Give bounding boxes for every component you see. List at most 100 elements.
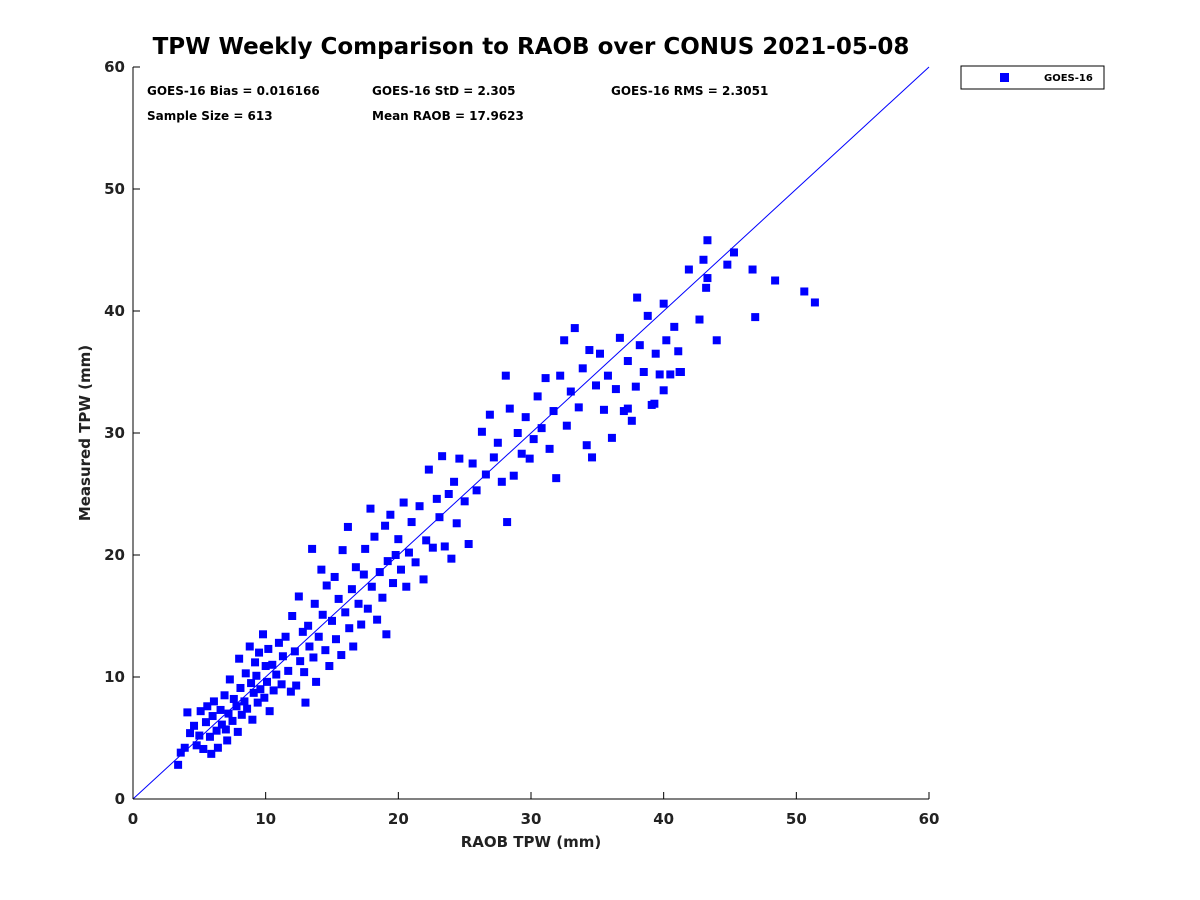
legend-box	[960, 65, 1105, 90]
data-point	[659, 299, 668, 308]
data-point	[174, 760, 183, 769]
data-point	[751, 313, 760, 322]
x-tick-label: 60	[919, 810, 940, 828]
data-point	[468, 459, 477, 468]
data-point	[505, 404, 514, 413]
data-point	[407, 518, 416, 527]
data-point	[748, 265, 757, 274]
data-point	[325, 662, 334, 671]
data-point	[252, 671, 261, 680]
data-point	[256, 685, 265, 694]
data-point	[304, 621, 313, 630]
data-point	[224, 709, 233, 718]
stat-rms: GOES-16 RMS = 2.3051	[611, 84, 768, 98]
data-point	[422, 536, 431, 545]
data-point	[666, 370, 675, 379]
data-point	[570, 324, 579, 333]
data-point	[292, 681, 301, 690]
data-point	[290, 647, 299, 656]
data-point	[615, 333, 624, 342]
one-to-one-line	[132, 66, 930, 800]
data-point	[317, 565, 326, 574]
data-point	[249, 688, 258, 697]
data-point	[265, 707, 274, 716]
data-point	[328, 616, 336, 625]
x-tick-label: 30	[521, 810, 542, 828]
data-point	[216, 705, 225, 714]
data-point	[582, 441, 591, 450]
data-point	[288, 612, 297, 620]
data-point	[391, 551, 400, 559]
data-point	[729, 248, 738, 257]
stat-sample-size: Sample Size = 613	[147, 109, 273, 123]
data-point	[635, 341, 644, 350]
data-point	[281, 632, 290, 641]
data-point	[195, 731, 204, 740]
data-point	[359, 570, 368, 579]
y-tick-label: 40	[104, 302, 125, 320]
data-point	[228, 716, 237, 725]
data-point	[633, 293, 642, 302]
data-point	[361, 544, 370, 553]
data-point	[235, 654, 244, 663]
data-point	[497, 477, 506, 486]
data-point	[221, 725, 230, 734]
data-point	[207, 749, 216, 758]
data-point	[322, 581, 331, 590]
data-point	[338, 546, 347, 555]
data-point	[213, 743, 222, 752]
data-point	[595, 349, 604, 358]
data-point	[712, 336, 721, 345]
data-point	[631, 382, 640, 391]
data-point	[248, 715, 257, 724]
data-point	[366, 504, 375, 513]
y-axis-label: Measured TPW (mm)	[76, 345, 94, 521]
data-point	[300, 668, 309, 677]
data-point	[212, 726, 221, 735]
data-point	[556, 371, 565, 380]
data-point	[310, 599, 319, 608]
data-point	[444, 490, 453, 498]
data-point	[592, 381, 601, 390]
data-point	[723, 260, 732, 269]
data-point	[260, 693, 269, 702]
data-point	[284, 666, 293, 675]
data-point	[321, 646, 330, 655]
data-point	[203, 702, 212, 711]
data-point	[521, 413, 530, 422]
data-point	[424, 465, 433, 474]
data-point	[274, 638, 283, 647]
data-point	[389, 579, 398, 588]
data-point	[286, 687, 295, 696]
data-point	[396, 565, 405, 574]
data-point	[237, 710, 246, 719]
data-point	[209, 697, 218, 706]
data-point	[255, 648, 264, 657]
data-point	[533, 392, 542, 401]
x-tick-label: 20	[388, 810, 409, 828]
data-point	[264, 644, 273, 653]
data-point	[578, 364, 587, 373]
data-point	[771, 276, 780, 285]
data-point	[309, 653, 318, 662]
data-point	[245, 642, 254, 651]
data-point	[251, 658, 260, 667]
x-axis-label: RAOB TPW (mm)	[461, 833, 602, 851]
data-point	[277, 680, 286, 689]
data-point	[192, 741, 201, 750]
data-point	[695, 315, 704, 324]
data-point	[294, 592, 303, 601]
data-point	[232, 702, 241, 711]
data-point	[381, 521, 390, 530]
data-point	[541, 374, 550, 383]
data-point	[477, 427, 486, 436]
data-point	[603, 371, 612, 380]
data-point	[643, 311, 652, 320]
data-point	[493, 438, 502, 447]
data-point	[566, 387, 575, 396]
data-point	[810, 298, 819, 307]
data-point	[247, 679, 256, 688]
data-point	[243, 704, 252, 713]
data-point	[525, 454, 534, 463]
data-point	[537, 424, 546, 433]
